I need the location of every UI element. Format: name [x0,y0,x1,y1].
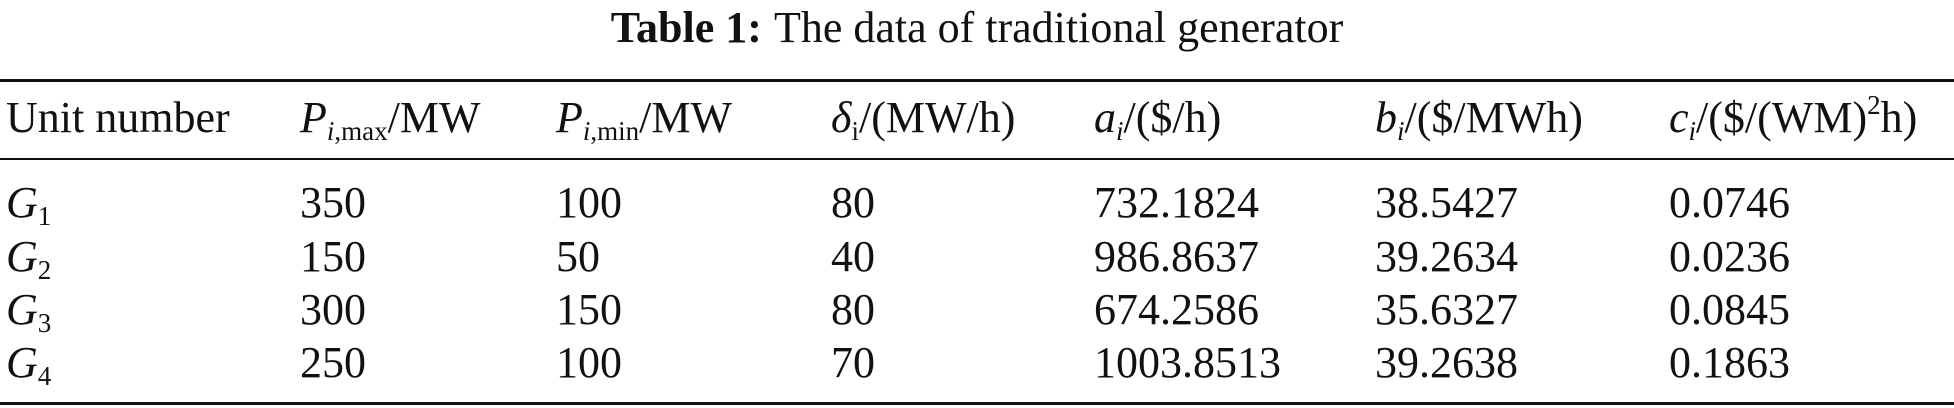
subscript: 2 [37,255,52,285]
text-segment: G [6,285,38,334]
text-segment: G [6,338,38,387]
subscript: i [851,116,859,146]
table-cell: 674.2586 [1094,285,1259,334]
table-cell: 40 [831,232,875,281]
table-cell: 150 [300,232,366,281]
table-cell: G1 [6,178,51,230]
superscript: 2 [1867,90,1881,120]
text-segment: P [300,93,327,142]
text-segment: P [556,93,583,142]
table-cell: 80 [831,178,875,227]
table-cell: G3 [6,285,51,337]
text-segment: Unit number [6,93,230,142]
column-header: bi/($/MWh) [1375,93,1583,145]
table-cell: 150 [556,285,622,334]
table-cell: G4 [6,338,51,390]
table-cell: 100 [556,338,622,387]
subscript: i [326,116,335,146]
table-cell: 732.1824 [1094,178,1259,227]
column-header: δi/(MW/h) [831,93,1016,145]
text-segment: b [1375,93,1397,142]
text-segment: /MW [387,93,481,142]
text-segment: δ [831,93,852,142]
subscript: 1 [37,201,52,231]
table-cell: 1003.8513 [1094,338,1281,387]
subscript: i [582,116,591,146]
table-cell: 300 [300,285,366,334]
text-segment: a [1094,93,1116,142]
table-cell: 80 [831,285,875,334]
text-segment: G [6,178,38,227]
table-cell: 70 [831,338,875,387]
column-header: Pi,max/MW [300,93,481,145]
bottom-rule [0,402,1954,405]
caption-text: The data of traditional generator [773,3,1344,52]
text-segment: h) [1880,93,1918,142]
text-segment: /($/h) [1123,93,1222,142]
column-header: Unit number [6,96,230,140]
table-cell: 0.1863 [1669,338,1790,387]
text-segment: /($/(WM) [1696,93,1868,142]
table-cell: 39.2638 [1375,338,1518,387]
text-segment: /($/MWh) [1404,93,1583,142]
table-cell: 986.8637 [1094,232,1259,281]
text-segment: G [6,232,38,281]
mid-rule [0,158,1954,160]
table-cell: G2 [6,232,51,284]
table-cell: 100 [556,178,622,227]
caption-label: Table 1: [610,3,762,52]
table-cell: 0.0746 [1669,178,1790,227]
table-cell: 35.6327 [1375,285,1518,334]
table-cell: 0.0236 [1669,232,1790,281]
subscript: 4 [37,361,52,391]
subscript: ,max [334,116,388,146]
table-cell: 50 [556,232,600,281]
table-cell: 350 [300,178,366,227]
table-cell: 0.0845 [1669,285,1790,334]
table-caption: Table 1: The data of traditional generato… [0,2,1954,53]
subscript: i [1116,116,1124,146]
subscript: 3 [37,308,52,338]
table-cell: 38.5427 [1375,178,1518,227]
text-segment: /MW [639,93,733,142]
column-header: ci/($/(WM)2h) [1669,92,1918,145]
subscript: i [1688,116,1697,146]
column-header: ai/($/h) [1094,93,1222,145]
text-segment: c [1669,93,1689,142]
table-cell: 250 [300,338,366,387]
text-segment: /(MW/h) [858,93,1016,142]
column-header: Pi,min/MW [556,93,733,145]
subscript: ,min [590,116,640,146]
table-cell: 39.2634 [1375,232,1518,281]
subscript: i [1397,116,1405,146]
top-rule [0,79,1954,82]
